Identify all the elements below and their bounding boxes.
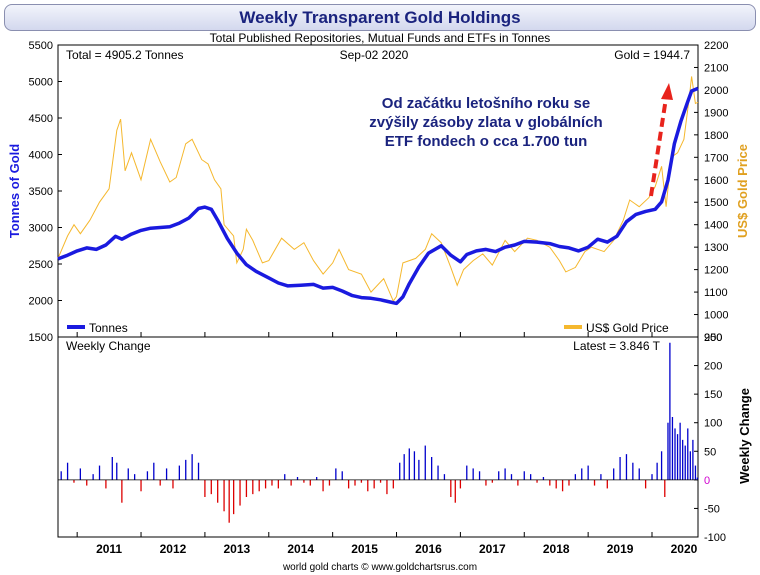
title-bar: Weekly Transparent Gold Holdings <box>4 4 756 31</box>
date-label: Sep-02 2020 <box>340 48 409 62</box>
lower-tick-label: 100 <box>704 418 722 430</box>
annotation-line-1: Od začátku letošního roku se <box>382 95 590 112</box>
annotation-line-3: ETF fondech o cca 1.700 tun <box>385 133 588 150</box>
right-tick-label: 2100 <box>704 62 728 74</box>
x-tick-label: 2020 <box>671 542 698 556</box>
source-credit: world gold charts © www.goldchartsrus.co… <box>282 562 477 573</box>
x-tick-label: 2011 <box>96 542 122 556</box>
annotation-line-2: zvýšily zásoby zlata v globálních <box>369 114 602 131</box>
left-tick-label: 4500 <box>29 113 53 125</box>
right-tick-label: 1000 <box>704 310 728 322</box>
right-tick-label: 900 <box>704 332 722 344</box>
left-tick-label: 5000 <box>29 77 53 89</box>
right-tick-label: 1200 <box>704 265 728 277</box>
plot-area-border <box>57 44 699 538</box>
right-tick-label: 2200 <box>704 40 728 52</box>
legend-tonnes-label: Tonnes <box>89 321 128 335</box>
x-tick-label: 2013 <box>223 542 250 556</box>
lower-tick-label: 150 <box>704 389 722 401</box>
x-tick-label: 2016 <box>415 542 442 556</box>
left-tick-label: 5500 <box>29 40 53 52</box>
trend-arrow-shaft <box>649 97 668 197</box>
lower-tick-label: -50 <box>704 503 720 515</box>
right-tick-label: 1500 <box>704 197 728 209</box>
trend-arrow <box>649 83 673 197</box>
series-tonnes-line <box>57 86 699 306</box>
right-tick-label: 1600 <box>704 175 728 187</box>
total-label: Total = 4905.2 Tonnes <box>66 48 184 62</box>
lower-panel-latest: Latest = 3.846 T <box>573 339 661 353</box>
right-tick-label: 1800 <box>704 130 728 142</box>
right-tick-label: 2000 <box>704 85 728 97</box>
right-tick-label: 1700 <box>704 152 728 164</box>
lower-axis-tick-labels: -100 -50 0 50 100 150 200 250 <box>704 332 726 544</box>
left-tick-label: 2500 <box>29 259 53 271</box>
right-tick-label: 1400 <box>704 220 728 232</box>
chart-title: Weekly Transparent Gold Holdings <box>239 8 521 27</box>
right-axis-label: US$ Gold Price <box>735 144 750 238</box>
left-axis-label: Tonnes of Gold <box>7 144 22 238</box>
x-tick-label: 2014 <box>287 542 314 556</box>
lower-tick-label: 250 <box>704 332 722 344</box>
right-axis-tick-labels: 900 1000 1100 1200 1300 1400 1500 1600 1700 1800 1… <box>704 40 728 344</box>
lower-panel-title: Weekly Change <box>66 339 151 353</box>
legend-gold: US$ Gold Price <box>564 321 669 335</box>
left-tick-label: 3500 <box>29 186 53 198</box>
gold-price-label: Gold = 1944.7 <box>614 48 690 62</box>
lower-tick-label: 50 <box>704 446 716 458</box>
x-tick-label: 2018 <box>543 542 570 556</box>
axis-ticks <box>58 44 698 538</box>
left-tick-label: 3000 <box>29 223 53 235</box>
weekly-change-bars <box>60 342 699 523</box>
left-tick-label: 1500 <box>29 332 53 344</box>
x-tick-label: 2019 <box>607 542 634 556</box>
trend-arrow-head <box>661 83 673 100</box>
series-gold-price-line <box>57 76 699 303</box>
chart-subtitle: Total Published Repositories, Mutual Fun… <box>210 31 551 45</box>
lower-axis-label: Weekly Change <box>737 388 752 484</box>
right-tick-label: 1900 <box>704 107 728 119</box>
x-tick-label: 2015 <box>351 542 378 556</box>
lower-tick-label: -100 <box>704 532 726 544</box>
legend-tonnes: Tonnes <box>67 321 128 335</box>
x-tick-label: 2012 <box>160 542 187 556</box>
annotation: Od začátku letošního roku se zvýšily zás… <box>369 95 602 150</box>
lower-tick-label: 200 <box>704 361 722 373</box>
left-tick-label: 2000 <box>29 296 53 308</box>
x-axis-tick-labels: 2011 2012 2013 2014 2015 2016 2017 2018 2019 2020 <box>96 542 698 556</box>
legend-gold-label: US$ Gold Price <box>586 321 669 335</box>
right-tick-label: 1100 <box>704 287 728 299</box>
right-tick-label: 1300 <box>704 242 728 254</box>
lower-tick-label: 0 <box>704 475 710 487</box>
left-tick-label: 4000 <box>29 150 53 162</box>
x-tick-label: 2017 <box>479 542 506 556</box>
left-axis-tick-labels: 1500 2000 2500 3000 3500 4000 4500 5000 5500 <box>29 40 53 344</box>
